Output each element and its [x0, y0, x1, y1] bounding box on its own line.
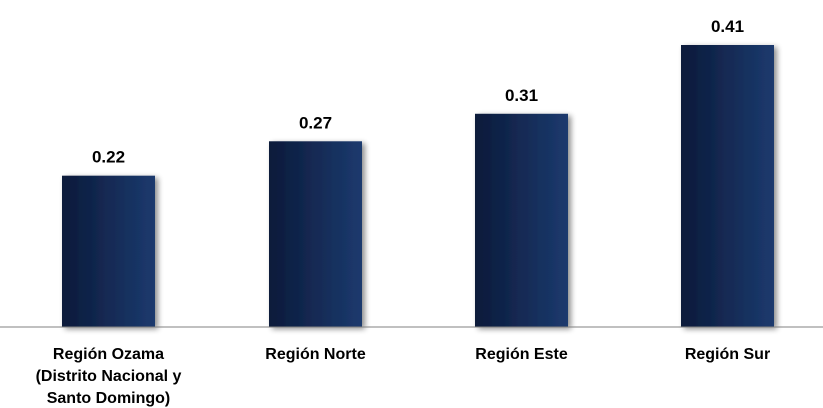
category-label-line: Región Sur [685, 346, 770, 363]
category-label-line: Región Ozama [53, 346, 164, 363]
bar-4 [681, 45, 774, 327]
category-label-3: Región Este [475, 346, 568, 363]
data-label-2: 0.27 [299, 113, 332, 132]
category-label-line: Región Este [475, 346, 568, 363]
category-label-4: Región Sur [685, 346, 770, 363]
category-label-2: Región Norte [265, 346, 366, 363]
category-label-line: (Distrito Nacional y [36, 368, 182, 385]
bars-layer [62, 45, 774, 327]
value-labels-layer: 0.22 0.27 0.31 0.41 [92, 17, 744, 167]
bar-1 [62, 175, 155, 327]
data-label-1: 0.22 [92, 148, 125, 167]
category-label-line: Región Norte [265, 346, 366, 363]
bar-3 [475, 113, 568, 327]
category-label-1: Región Ozama (Distrito Nacional y Santo Do… [36, 346, 182, 407]
category-labels-layer: Región Ozama (Distrito Nacional y Santo Do… [36, 346, 771, 407]
bar-2 [269, 141, 362, 327]
category-label-line: Santo Domingo) [47, 390, 171, 407]
data-label-4: 0.41 [711, 17, 744, 36]
data-label-3: 0.31 [505, 86, 538, 105]
